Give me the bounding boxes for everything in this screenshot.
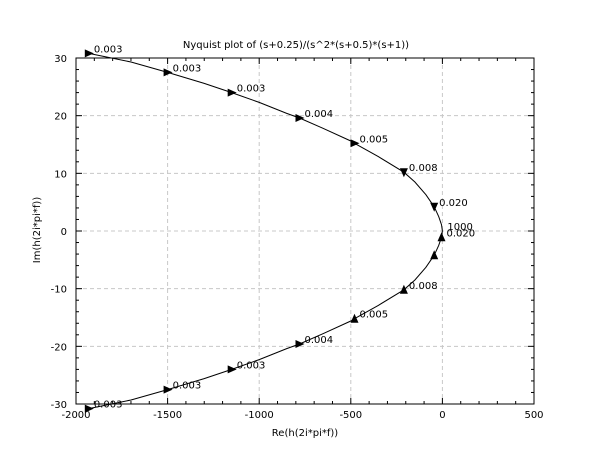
x-tick-label: -1000	[245, 410, 274, 421]
direction-arrow	[163, 385, 173, 394]
frequency-label: 0.005	[359, 134, 388, 145]
frequency-label: 0.008	[409, 163, 438, 174]
axis-ticks: -2000 -1500 -1000 -500 0 500 -30 -20 -10 0 10 20 30	[51, 54, 544, 421]
x-tick-label: -500	[339, 410, 362, 421]
frequency-labels: 0.0030.0030.0030.0040.0050.0080.02010000…	[94, 44, 475, 410]
direction-arrow	[350, 139, 360, 148]
direction-arrow	[399, 284, 408, 294]
y-tick-label: 0	[61, 227, 67, 238]
frequency-label: 0.005	[359, 310, 388, 321]
frequency-label: 0.003	[237, 360, 266, 371]
y-tick-label: -10	[51, 285, 67, 296]
nyquist-line	[88, 52, 443, 410]
frequency-label: 1000	[447, 222, 472, 233]
direction-arrow	[399, 168, 408, 178]
frequency-label: 0.003	[237, 84, 266, 95]
frequency-label: 0.004	[305, 109, 334, 120]
frequency-label: 0.020	[439, 198, 468, 209]
direction-arrow	[350, 313, 359, 323]
x-tick-label: -2000	[61, 410, 90, 421]
y-tick-label: -30	[51, 400, 67, 411]
frequency-label: 0.003	[173, 381, 202, 392]
y-tick-label: 10	[54, 169, 67, 180]
frequency-label: 0.003	[94, 400, 123, 411]
chart-title: Nyquist plot of (s+0.25)/(s^2*(s+0.5)*(s…	[183, 40, 409, 51]
x-axis-label: Re(h(2i*pi*f))	[272, 428, 338, 439]
y-tick-label: 20	[54, 112, 67, 123]
y-tick-label: -20	[51, 342, 67, 353]
direction-arrow	[227, 365, 237, 374]
direction-arrow	[430, 250, 439, 260]
direction-arrow	[84, 404, 94, 413]
direction-arrow	[437, 232, 446, 242]
frequency-label: 0.004	[305, 335, 334, 346]
direction-arrow	[227, 88, 237, 97]
direction-arrow	[430, 202, 439, 212]
x-tick-label: 0	[439, 410, 445, 421]
frequency-label: 0.008	[409, 281, 438, 292]
x-tick-label: -1500	[153, 410, 182, 421]
frequency-label: 0.020	[446, 228, 475, 239]
x-tick-label: 500	[524, 410, 543, 421]
frequency-label: 0.003	[173, 63, 202, 74]
y-axis-label: Im(h(2i*pi*f))	[32, 197, 43, 264]
y-tick-label: 30	[54, 54, 67, 65]
direction-arrows	[84, 49, 446, 413]
nyquist-curve	[88, 52, 443, 410]
direction-arrow	[163, 68, 173, 77]
frequency-label: 0.003	[94, 44, 123, 55]
direction-arrow	[84, 49, 94, 58]
direction-arrow	[295, 114, 305, 122]
direction-arrow	[295, 340, 305, 348]
grid-lines	[76, 58, 534, 404]
